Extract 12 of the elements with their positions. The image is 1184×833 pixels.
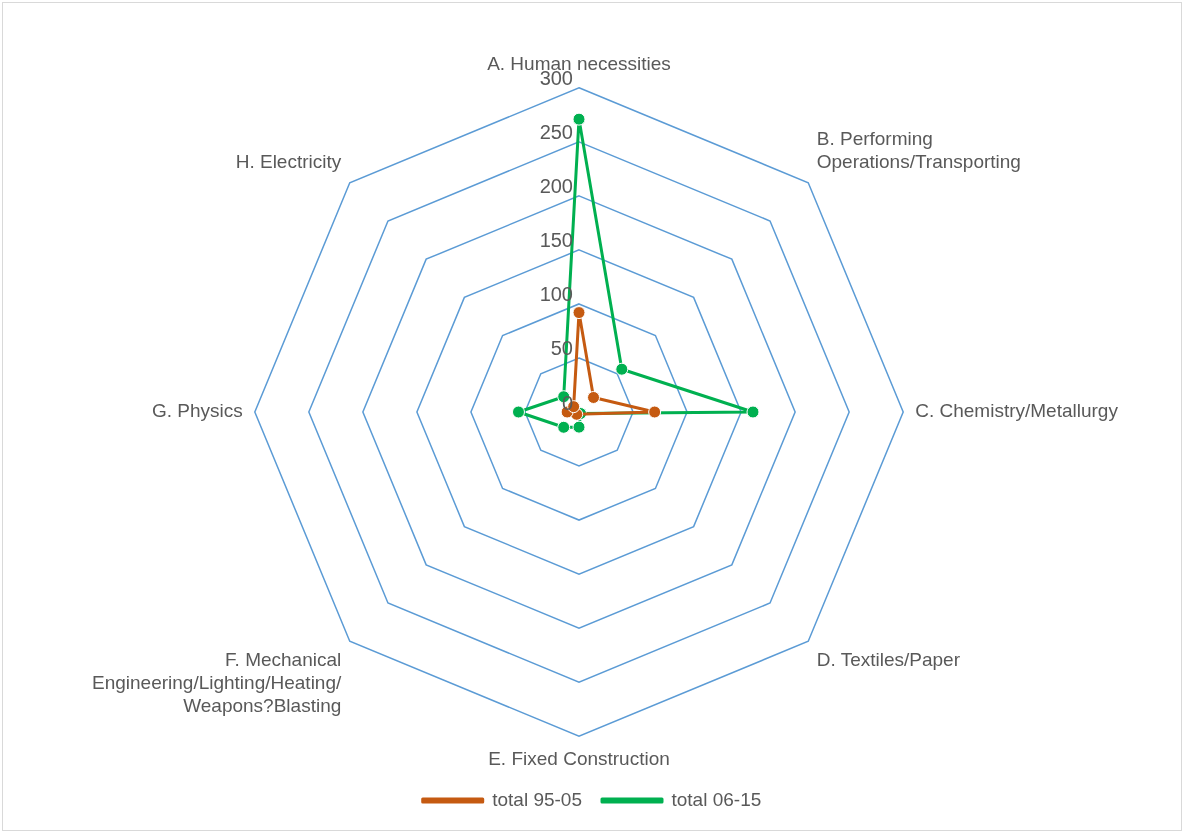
- y-tick-label: 200: [539, 175, 573, 198]
- spoke-label: E. Fixed Construction: [488, 747, 670, 769]
- legend-label: total 06-15: [671, 788, 762, 810]
- y-tick-label: 0: [561, 391, 573, 414]
- spoke-label: H. Electricity: [235, 151, 342, 173]
- spoke-label: B. Performing Operations/Transporting: [816, 128, 1021, 173]
- y-tick-label: 250: [539, 121, 573, 144]
- spoke-label: C. Chemistry/Metallurgy: [915, 400, 1119, 422]
- spoke-label: F. Mechanical Engineering/Lighting/Heating/Weapons?Blasting: [91, 649, 342, 716]
- spoke-label: G. Physics: [151, 400, 243, 422]
- spoke-label: D. Textiles/Paper: [816, 649, 961, 671]
- legend-label: total 95-05: [492, 788, 583, 810]
